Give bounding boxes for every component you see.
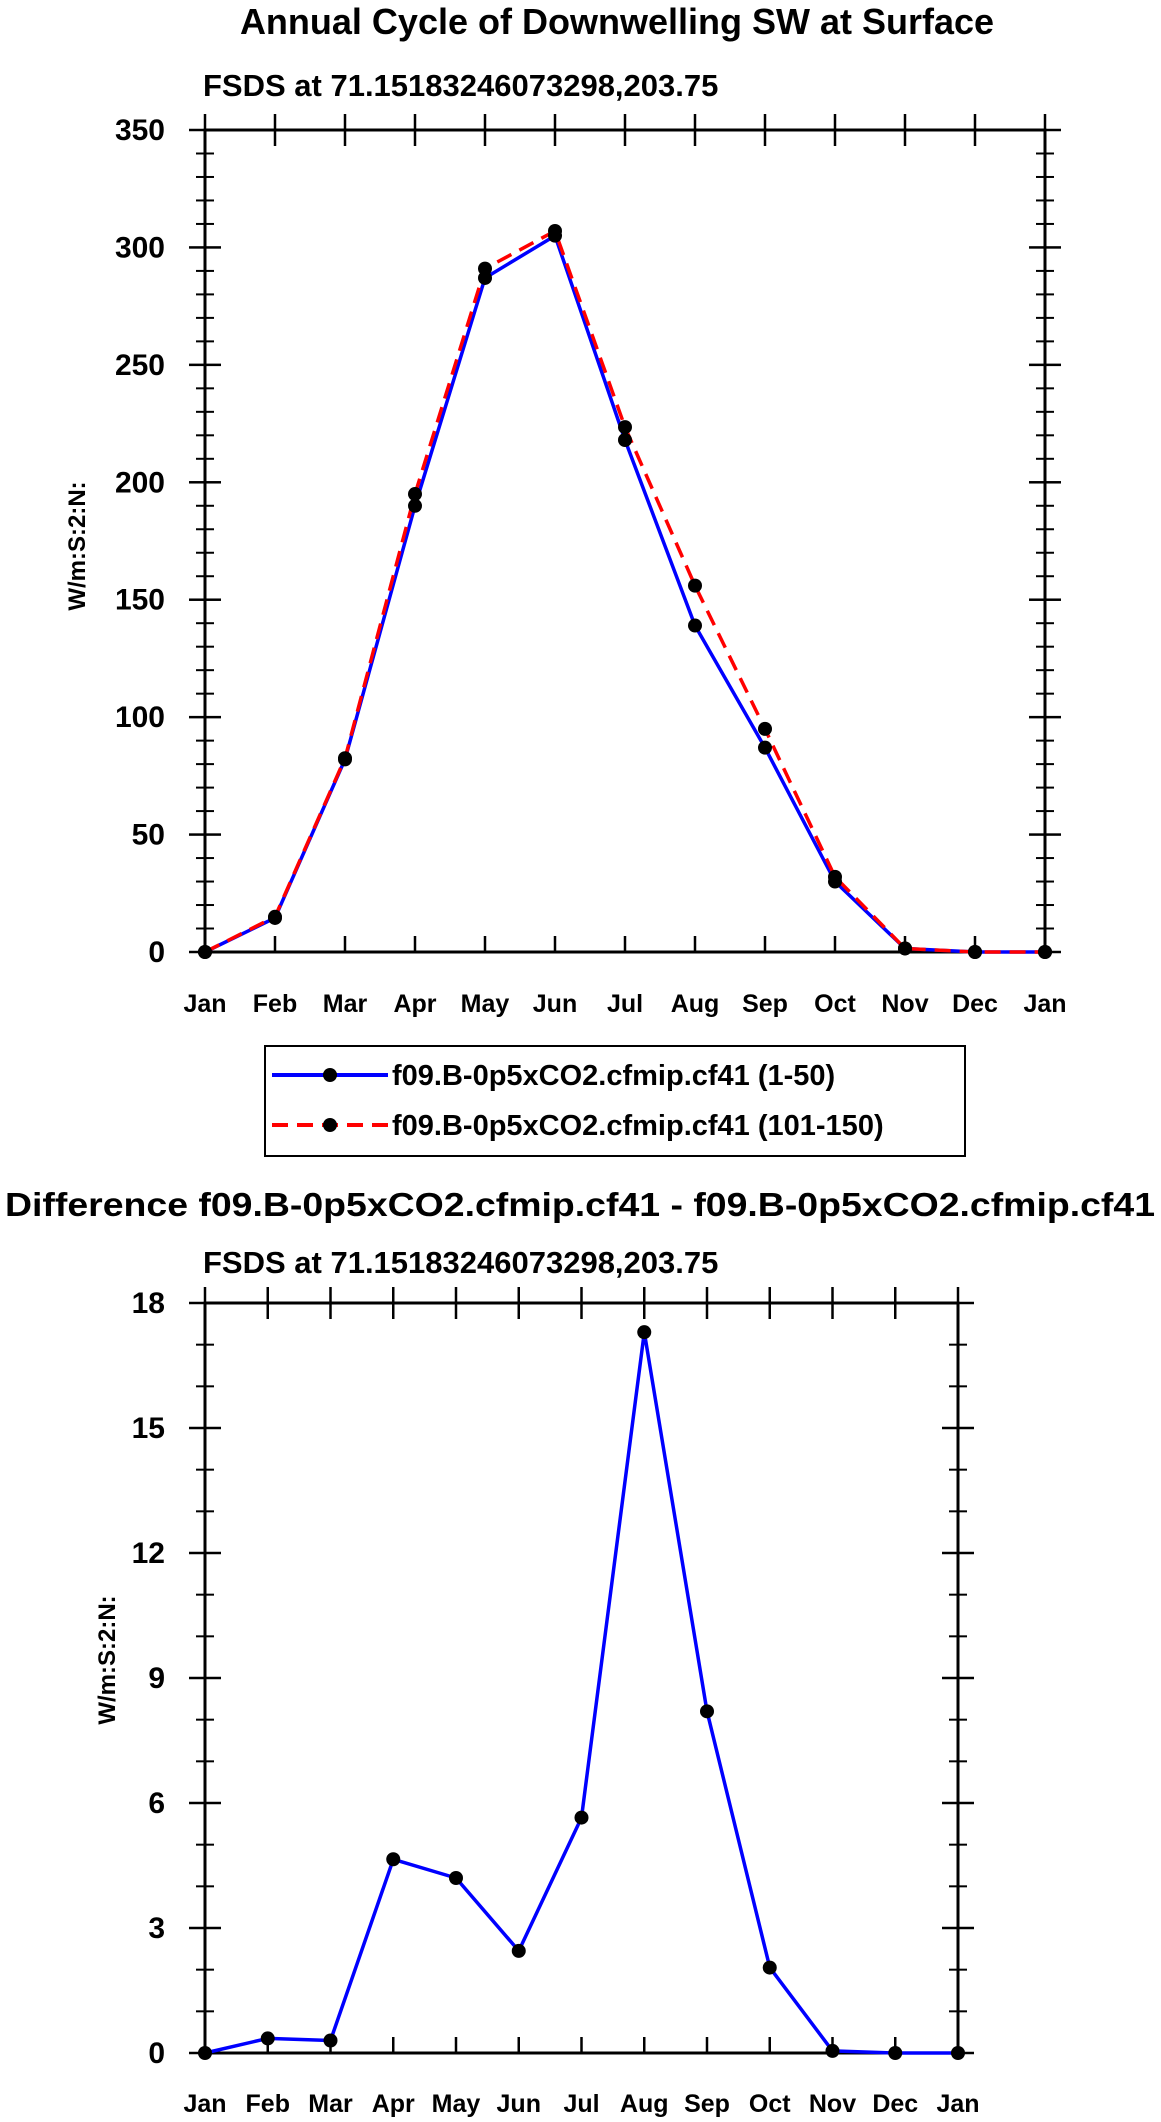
data-point-series-1 — [449, 1871, 463, 1885]
x-tick-label: Oct — [749, 2090, 791, 2118]
data-point-series-1 — [825, 2043, 840, 2058]
x-tick-label: Jan — [936, 2090, 979, 2118]
chart-title: Annual Cycle of Downwelling SW at Surfac… — [240, 1, 994, 42]
x-tick-label: Jun — [497, 2090, 541, 2118]
y-tick-label: 0 — [148, 936, 165, 969]
series-line-2 — [204, 229, 1045, 954]
plot-frame — [203, 128, 1047, 954]
y-tick-label: 350 — [115, 114, 165, 147]
chart-title: Difference f09.B-0p5xCO2.cfmip.cf41 - f0… — [5, 1186, 1155, 1223]
legend-box — [264, 1045, 966, 1157]
y-axis-label: W/m:S:2:N: — [94, 1595, 121, 1724]
x-tick-label: Feb — [253, 990, 297, 1018]
data-point-series-2 — [198, 945, 212, 959]
x-tick-label: Aug — [671, 990, 720, 1018]
data-point-series-2 — [1038, 945, 1052, 959]
chart-difference: Difference f09.B-0p5xCO2.cfmip.cf41 - f0… — [5, 1186, 1155, 2118]
y-tick-label: 250 — [115, 349, 165, 382]
chart-annual-cycle: Annual Cycle of Downwelling SW at Surfac… — [64, 1, 1067, 1018]
data-point-series-1 — [758, 740, 772, 755]
data-point-series-2 — [338, 751, 352, 766]
data-point-series-2 — [968, 945, 982, 959]
x-tick-label: Feb — [246, 2090, 290, 2118]
data-point-series-1 — [700, 1704, 714, 1719]
data-point-series-2 — [758, 721, 772, 736]
y-tick-label: 6 — [148, 1787, 165, 1820]
data-point-series-2 — [478, 261, 492, 276]
x-tick-label: Sep — [742, 990, 788, 1018]
data-point-series-2 — [268, 909, 282, 924]
y-tick-label: 50 — [132, 819, 165, 852]
data-point-series-1 — [260, 2031, 275, 2046]
y-tick-label: 12 — [132, 1537, 165, 1570]
x-tick-label: Oct — [814, 990, 856, 1018]
x-tick-label: Aug — [620, 2090, 669, 2118]
legend-entry-1: f09.B-0p5xCO2.cfmip.cf41 (1-50) — [392, 1060, 835, 1092]
x-tick-label: Nov — [809, 2090, 856, 2118]
chart-subtitle: FSDS at 71.15183246073298,203.75 — [203, 1245, 718, 1280]
x-tick-label: Jul — [563, 2090, 599, 2118]
data-point-series-1 — [888, 2046, 903, 2060]
x-tick-label: Dec — [952, 990, 998, 1018]
y-tick-label: 150 — [115, 584, 165, 617]
y-tick-label: 0 — [148, 2037, 165, 2070]
series-line-1 — [204, 233, 1045, 954]
legend-entry-2: f09.B-0p5xCO2.cfmip.cf41 (101-150) — [392, 1110, 884, 1142]
x-tick-label: Dec — [872, 2090, 918, 2118]
data-point-series-1 — [198, 2046, 212, 2060]
data-point-series-1 — [762, 1960, 777, 1975]
legend: f09.B-0p5xCO2.cfmip.cf41 (1-50) f09.B-0p… — [264, 1045, 966, 1157]
plot-frame — [203, 1301, 960, 2055]
chart-subtitle: FSDS at 71.15183246073298,203.75 — [203, 68, 718, 103]
x-tick-label: Apr — [393, 990, 436, 1018]
data-point-series-2 — [688, 578, 702, 593]
legend-marker-2 — [323, 1118, 337, 1132]
data-point-series-1 — [323, 2033, 338, 2048]
y-tick-label: 9 — [148, 1662, 165, 1695]
data-point-series-1 — [688, 618, 702, 633]
data-point-series-1 — [574, 1810, 589, 1825]
y-tick-label: 3 — [148, 1912, 165, 1945]
x-tick-label: Jan — [1023, 990, 1066, 1018]
y-tick-label: 300 — [115, 231, 165, 264]
data-point-series-1 — [637, 1325, 652, 1340]
y-axis-label: W/m:S:2:N: — [64, 481, 91, 610]
data-point-series-2 — [408, 487, 422, 502]
x-tick-label: May — [461, 990, 510, 1018]
x-tick-label: Apr — [372, 2090, 415, 2118]
data-point-series-2 — [548, 223, 562, 238]
x-tick-label: Mar — [308, 2090, 353, 2118]
x-tick-label: Jul — [607, 990, 643, 1018]
y-tick-label: 18 — [132, 1287, 165, 1320]
x-tick-label: Jan — [183, 2090, 226, 2118]
data-point-series-1 — [511, 1943, 526, 1958]
data-point-series-1 — [386, 1852, 401, 1867]
series-line-1 — [204, 1330, 958, 2055]
data-point-series-2 — [828, 869, 842, 884]
x-tick-label: Sep — [684, 2090, 730, 2118]
y-tick-label: 100 — [115, 701, 165, 734]
data-point-series-1 — [618, 433, 632, 448]
x-tick-label: May — [432, 2090, 481, 2118]
x-tick-label: Jan — [183, 990, 226, 1018]
data-point-series-1 — [408, 498, 422, 513]
x-tick-label: Nov — [881, 990, 928, 1018]
y-tick-label: 15 — [132, 1412, 165, 1445]
legend-marker-1 — [323, 1068, 337, 1082]
data-point-series-2 — [898, 941, 912, 956]
x-tick-label: Jun — [533, 990, 577, 1018]
data-point-series-1 — [951, 2046, 965, 2060]
x-tick-label: Mar — [323, 990, 368, 1018]
y-tick-label: 200 — [115, 466, 165, 499]
data-point-series-2 — [618, 420, 632, 435]
